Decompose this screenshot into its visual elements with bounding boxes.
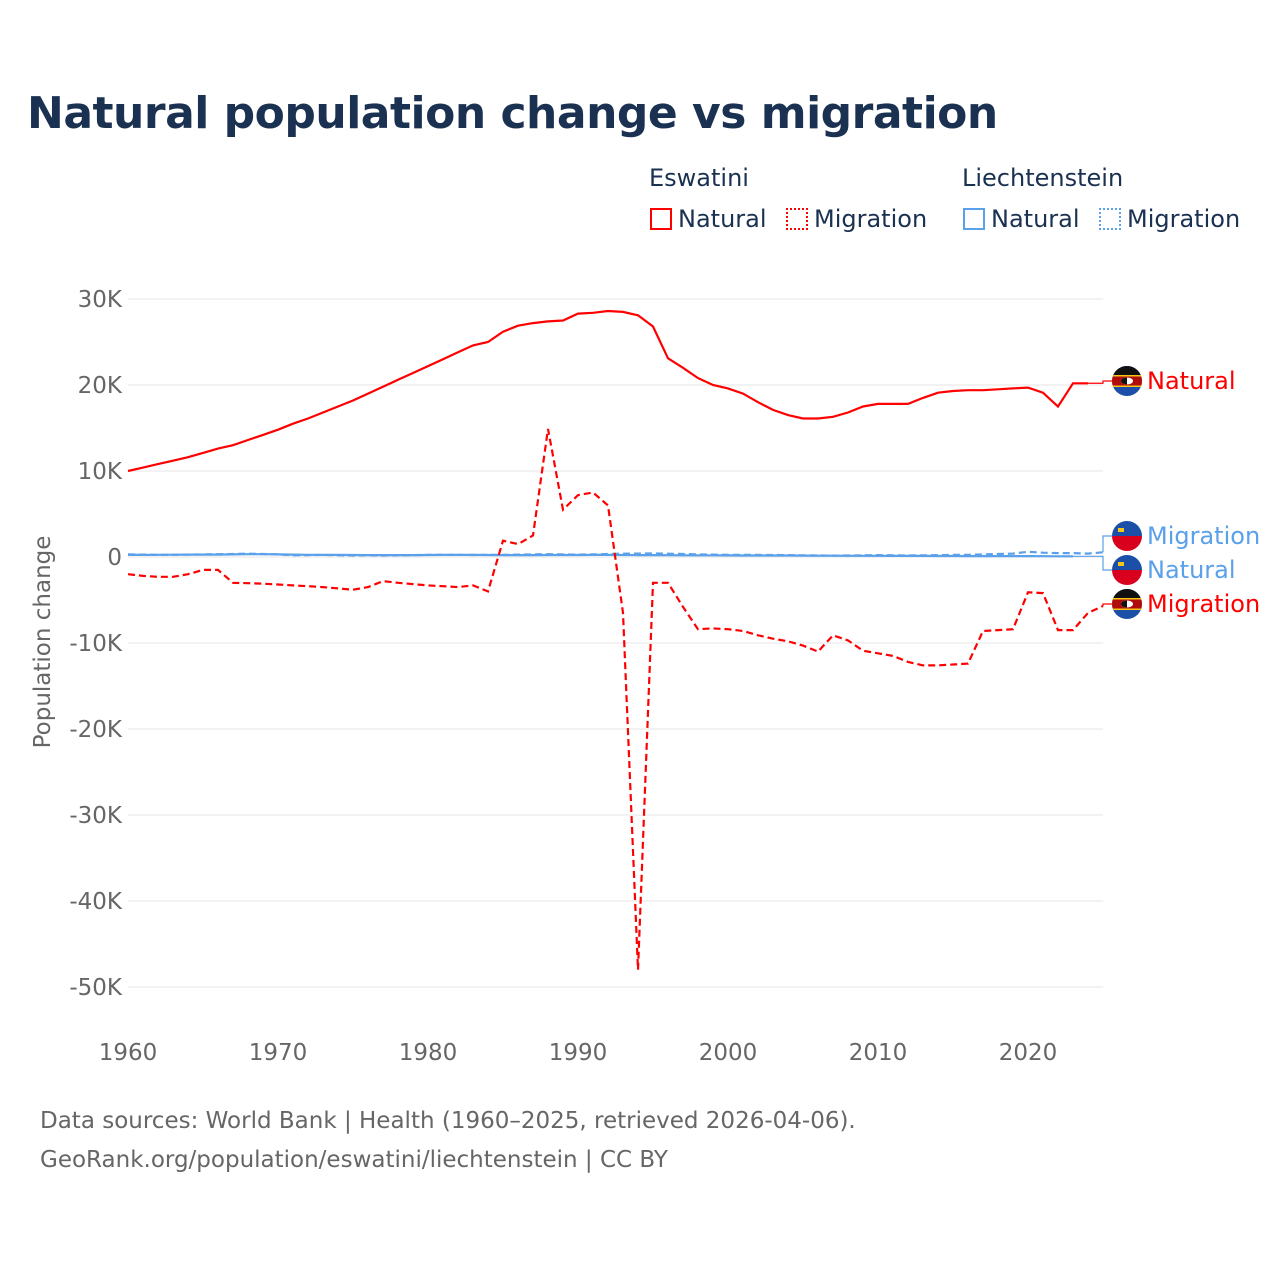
label-connector — [1088, 380, 1113, 384]
x-tick-label: 1980 — [399, 1040, 458, 1066]
y-tick-label: 30K — [78, 287, 123, 313]
legend-swatch-dotted — [1099, 208, 1121, 230]
series-end-label: Migration — [1147, 522, 1260, 550]
series-end-label: Natural — [1147, 367, 1236, 395]
x-tick-label: 2010 — [849, 1040, 908, 1066]
x-tick-label: 2000 — [699, 1040, 758, 1066]
y-axis-label: Population change — [30, 536, 56, 749]
label-connector — [1102, 535, 1113, 553]
x-tick-label: 2020 — [999, 1040, 1058, 1066]
y-tick-label: -10K — [69, 631, 123, 657]
x-tick-label: 1970 — [249, 1040, 308, 1066]
liechtenstein-flag-icon — [1112, 521, 1142, 551]
y-tick-label: 0 — [107, 545, 122, 571]
legend-eswatini-natural[interactable]: Natural — [650, 205, 767, 233]
legend-eswatini-migration[interactable]: Migration — [786, 205, 927, 233]
x-tick-label: 1990 — [549, 1040, 608, 1066]
y-tick-label: -20K — [69, 717, 123, 743]
liechtenstein-flag-icon — [1112, 555, 1142, 585]
series-end-label: Migration — [1147, 590, 1260, 618]
legend-label: Migration — [814, 205, 928, 233]
series-line-eswatini-natural — [127, 309, 1088, 473]
label-connector — [1102, 603, 1113, 607]
legend-label: Natural — [991, 205, 1080, 233]
y-tick-label: -30K — [69, 803, 123, 829]
footer-sources: Data sources: World Bank | Health (1960–… — [40, 1108, 856, 1134]
legend-group-eswatini: Eswatini — [649, 164, 749, 192]
label-connector — [1073, 555, 1113, 571]
legend-liechtenstein-migration[interactable]: Migration — [1099, 205, 1240, 233]
legend-label: Migration — [1127, 205, 1241, 233]
x-tick-label: 1960 — [99, 1040, 158, 1066]
y-tick-label: 10K — [78, 459, 123, 485]
series-line-eswatini-migration — [127, 428, 1104, 970]
legend-swatch-solid — [650, 208, 672, 230]
y-tick-label: -50K — [69, 975, 123, 1001]
legend-label: Natural — [678, 205, 767, 233]
y-tick-label: -40K — [69, 889, 123, 915]
eswatini-flag-icon — [1112, 589, 1142, 619]
legend-group-liechtenstein: Liechtenstein — [962, 164, 1124, 192]
legend-liechtenstein-natural[interactable]: Natural — [963, 205, 1080, 233]
y-tick-label: 20K — [78, 373, 123, 399]
legend-swatch-dotted — [786, 208, 808, 230]
eswatini-flag-icon — [1112, 366, 1142, 396]
legend-swatch-solid — [963, 208, 985, 230]
chart-title: Natural population change vs migration — [27, 88, 998, 139]
footer-link[interactable]: GeoRank.org/population/eswatini/liechten… — [40, 1147, 668, 1173]
series-end-label: Natural — [1147, 556, 1236, 584]
